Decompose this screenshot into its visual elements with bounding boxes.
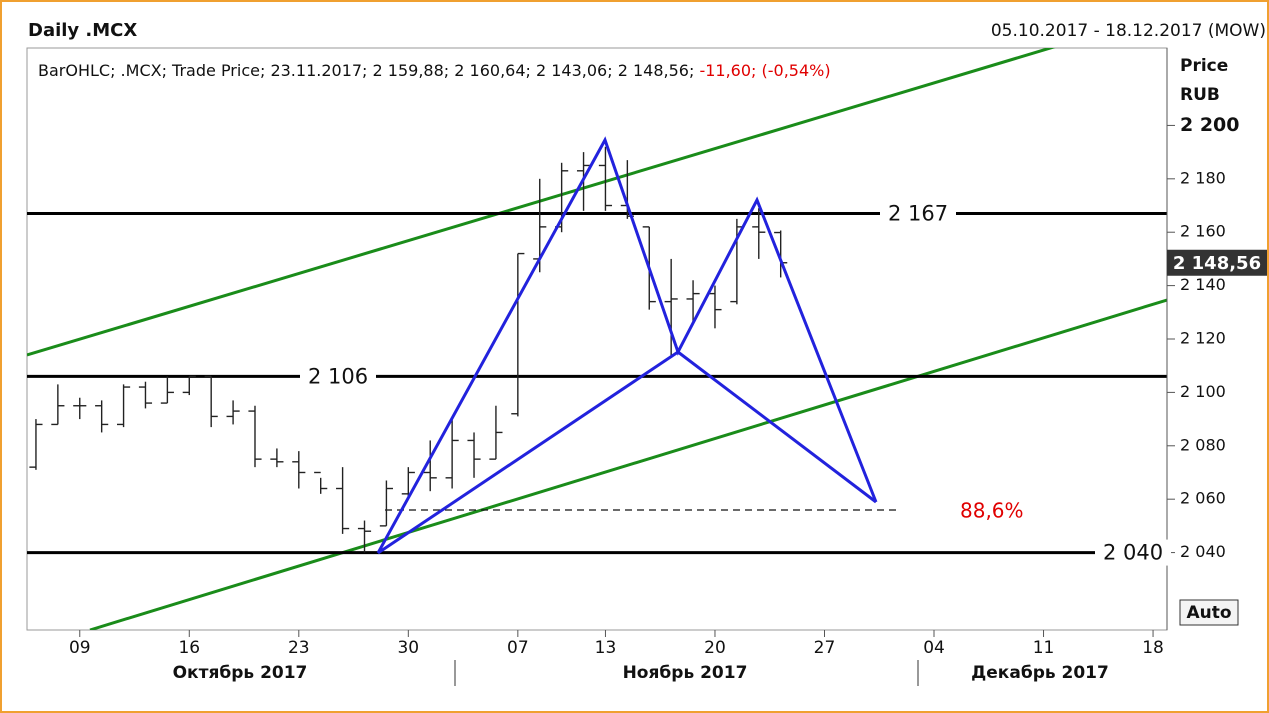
- auto-button-box[interactable]: [1179, 599, 1239, 626]
- plot-area: [26, 47, 1168, 631]
- y-tick-label: 2 060: [1180, 489, 1226, 508]
- month-label: Октябрь 2017: [173, 663, 308, 683]
- price-tag-label: 2 148,56: [1173, 253, 1261, 274]
- y-tick-label: 2 080: [1180, 435, 1226, 454]
- pattern: [376, 136, 878, 555]
- price-tag: [1167, 249, 1267, 276]
- month-label: Ноябрь 2017: [623, 663, 748, 683]
- y-tick-label: 2 040: [1180, 542, 1226, 561]
- x-tick-label: 27: [814, 638, 836, 658]
- x-tick-label: 13: [595, 638, 617, 658]
- axis-title: RUB: [1180, 85, 1220, 105]
- pattern-line: [677, 350, 877, 504]
- x-tick-label: 09: [69, 638, 91, 658]
- channel-line: [27, 48, 1056, 357]
- x-tick-label: 16: [178, 638, 200, 658]
- info-line: BarOHLC; .MCX; Trade Price; 23.11.2017; …: [38, 61, 831, 80]
- level-label: 2 040: [1103, 541, 1163, 565]
- x-tick-label: 20: [704, 638, 726, 658]
- axis-title: Price: [1180, 56, 1228, 76]
- y-tick-label: 2 140: [1180, 275, 1226, 294]
- pattern-line: [377, 350, 679, 555]
- auto-button[interactable]: Auto: [1179, 599, 1239, 626]
- month-label: Декабрь 2017: [971, 663, 1109, 683]
- y-tick-label: 2 120: [1180, 329, 1226, 348]
- level-label-bg: [880, 200, 956, 227]
- info-text: BarOHLC; .MCX; Trade Price; 23.11.2017; …: [38, 61, 694, 80]
- level-label: 2 106: [308, 364, 368, 388]
- x-tick-label: 04: [923, 638, 945, 658]
- x-tick-label: 18: [1142, 638, 1164, 658]
- level-label-bg: [300, 363, 376, 390]
- channel-line: [89, 298, 1167, 630]
- x-tick-label: 30: [397, 638, 419, 658]
- header-range: 05.10.2017 - 18.12.2017 (MOW): [991, 21, 1266, 41]
- drawings: [27, 48, 1167, 630]
- x-tick-label: 23: [288, 638, 310, 658]
- x-tick-label: 11: [1033, 638, 1055, 658]
- x-tick-label: 07: [507, 638, 529, 658]
- info-change: -11,60; (-0,54%): [699, 61, 830, 80]
- level-label: 2 167: [888, 202, 948, 226]
- y-tick-label: 2 160: [1180, 222, 1226, 241]
- auto-button-label[interactable]: Auto: [1186, 603, 1231, 623]
- y-tick-label: 2 100: [1180, 382, 1226, 401]
- y-tick-label: 2 200: [1180, 114, 1240, 136]
- bars: [27, 146, 1167, 555]
- y-tick-label: 2 180: [1180, 168, 1226, 187]
- level-label-bg: [1095, 539, 1171, 566]
- annotation: 88,6%: [960, 499, 1024, 523]
- header-title: Daily .MCX: [28, 20, 137, 41]
